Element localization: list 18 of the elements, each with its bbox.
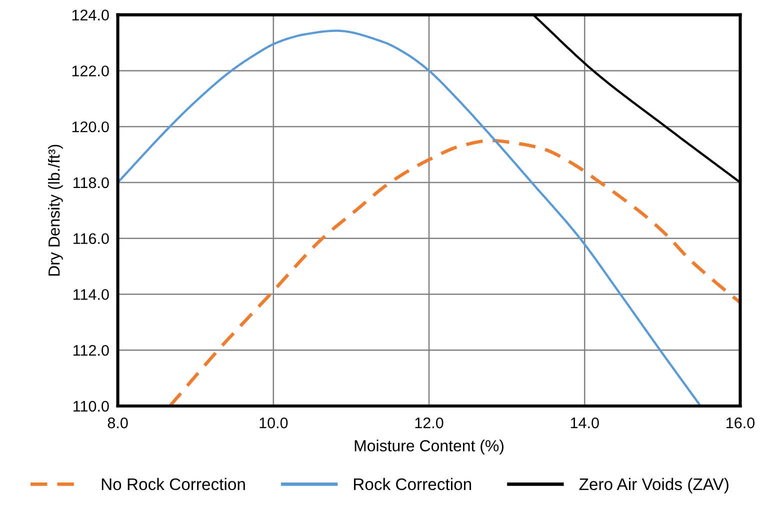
x-tick-label: 14.0 bbox=[570, 418, 599, 428]
y-tick-label: 110.0 bbox=[74, 400, 109, 412]
y-tick-label: 122.0 bbox=[72, 66, 109, 76]
legend-label: No Rock Correction bbox=[102, 478, 245, 490]
y-tick-label: 114.0 bbox=[74, 289, 109, 300]
legend-label: Zero Air Voids (ZAV) bbox=[579, 478, 728, 494]
x-axis-title: Moisture Content (%) bbox=[354, 440, 504, 455]
x-tick-label: 10.0 bbox=[260, 418, 288, 428]
x-tick-label: 16.0 bbox=[726, 418, 755, 428]
y-tick-label: 118.0 bbox=[74, 177, 109, 188]
y-axis-title: Dry Density (lb./ft³) bbox=[48, 144, 63, 276]
y-tick-label: 112.0 bbox=[74, 344, 109, 356]
x-tick-label: 8.0 bbox=[108, 418, 128, 428]
y-tick-label: 116.0 bbox=[74, 233, 109, 244]
y-tick-label: 120.0 bbox=[72, 121, 109, 132]
legend-label: Rock Correction bbox=[354, 478, 472, 490]
y-tick-label: 124.0 bbox=[72, 10, 109, 21]
x-tick-label: 12.0 bbox=[415, 418, 444, 428]
